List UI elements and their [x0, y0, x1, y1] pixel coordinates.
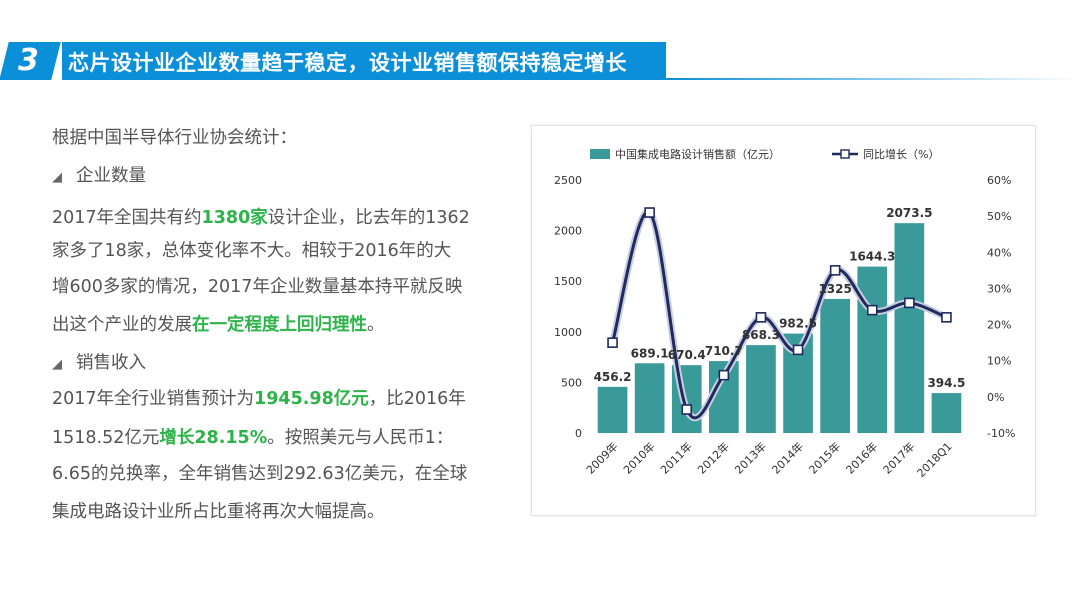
- text-span: 。按照美元与人民币1：: [267, 428, 454, 448]
- legend-label: 中国集成电路设计销售额（亿元）: [615, 147, 780, 161]
- line-point: [681, 404, 693, 415]
- paragraph-line: 1518.52亿元增长28.15%。按照美元与人民币1：: [52, 424, 453, 449]
- section-number: 3: [18, 43, 39, 78]
- y-left-tick-label: 500: [561, 376, 582, 389]
- y-right-tick-label: -10%: [987, 427, 1015, 440]
- text-span: 出这个产业的发展: [52, 315, 192, 335]
- x-tick-label: 2018Q1: [915, 440, 955, 480]
- paragraph-line: 家多了18家，总体变化率不大。相较于2016年的大: [52, 241, 452, 261]
- x-tick-label: 2013年: [732, 439, 769, 476]
- intro-line: 根据中国半导体行业协会统计：: [52, 128, 297, 148]
- bar-data-label: 394.5: [927, 376, 965, 390]
- bar-data-label: 982.5: [779, 317, 817, 331]
- bar-data-label: 2073.5: [886, 206, 932, 220]
- y-right-tick-label: 50%: [987, 210, 1011, 223]
- section-heading-companies: ◢ 企业数量: [52, 162, 146, 187]
- line-point: [607, 337, 618, 348]
- y-right-tick-label: 0%: [987, 391, 1004, 404]
- x-tick-label: 2011年: [657, 439, 694, 476]
- x-tick-label: 2016年: [843, 439, 880, 476]
- line-point: [718, 369, 730, 381]
- line-point: [829, 265, 841, 276]
- paragraph-line: 增600多家的情况，2017年企业数量基本持平就反映: [52, 277, 463, 297]
- sales-growth-chart: 0 500 1000 1500 2000 2500 -10% 0% 10% 20% 30% 40% 50…: [554, 147, 1015, 480]
- line-point: [792, 344, 804, 356]
- bar-data-label: 456.2: [594, 370, 632, 384]
- text-span: 设计企业，比去年的1362: [267, 208, 470, 228]
- highlight-text: 在一定程度上回归理性: [192, 315, 367, 335]
- y-left-tick-label: 2000: [554, 225, 582, 238]
- x-tick-label: 2009年: [583, 439, 620, 476]
- text-span: 2017年全行业销售预计为: [52, 389, 255, 409]
- bar-data-label: 689.1: [631, 346, 669, 360]
- heading-text: 销售收入: [76, 353, 146, 373]
- y-left-tick-label: 1500: [554, 275, 582, 288]
- paragraph-line: 6.65的兑换率，全年销售达到292.63亿美元，在全球: [52, 464, 468, 484]
- section-heading-sales: ◢ 销售收入: [52, 349, 146, 374]
- line-point: [644, 207, 655, 218]
- legend-label: 同比增长（%）: [863, 147, 939, 161]
- chart-card: 0 500 1000 1500 2000 2500 -10% 0% 10% 20% 30% 40% 50…: [531, 125, 1036, 516]
- x-tick-label: 2014年: [769, 439, 806, 476]
- bar: [597, 386, 628, 433]
- paragraph-line: 2017年全国共有约1380家设计企业，比去年的1362: [52, 204, 470, 229]
- title-underline: [666, 78, 1080, 80]
- y-left-tick-label: 0: [575, 427, 582, 440]
- heading-text: 企业数量: [76, 166, 146, 186]
- bar-data-label: 1644.3: [849, 250, 895, 264]
- y-left-tick-label: 1000: [554, 326, 582, 339]
- text-span: 。: [367, 315, 385, 335]
- bar: [894, 223, 925, 433]
- bar: [746, 345, 776, 433]
- paragraph-line: 集成电路设计业所占比重将再次大幅提高。: [52, 502, 385, 522]
- y-right-tick-label: 20%: [987, 319, 1011, 332]
- bar-data-label: 670.4: [668, 348, 706, 362]
- highlight-text: 1380家: [201, 208, 268, 228]
- y-right-tick-label: 10%: [987, 355, 1011, 368]
- triangle-bullet-icon: ◢: [52, 357, 62, 372]
- highlight-text: 1945.98亿元: [254, 389, 369, 409]
- line-point: [941, 312, 952, 323]
- title-background: [62, 42, 666, 80]
- line-point: [866, 304, 878, 316]
- title-bar: 3 芯片设计业企业数量趋于稳定，设计业销售额保持稳定增长: [0, 42, 1080, 80]
- y-right-tick-label: 40%: [987, 246, 1011, 259]
- line-point: [904, 297, 915, 309]
- bar: [931, 393, 962, 433]
- legend-bar-swatch: [590, 149, 610, 159]
- bar-data-label: 710.7: [705, 344, 743, 358]
- x-tick-label: 2015年: [806, 439, 843, 476]
- paragraph-line: 出这个产业的发展在一定程度上回归理性。: [52, 311, 385, 336]
- highlight-text: 增长28.15%: [159, 428, 268, 448]
- y-right-tick-label: 30%: [987, 282, 1011, 295]
- y-right-tick-label: 60%: [987, 174, 1011, 187]
- bar: [857, 266, 888, 433]
- text-span: 2017年全国共有约: [52, 208, 202, 228]
- bar: [634, 363, 665, 433]
- bar-data-label: 1325: [818, 282, 851, 296]
- triangle-bullet-icon: ◢: [52, 170, 62, 185]
- text-span: 1518.52亿元: [52, 428, 160, 448]
- legend-line-marker: [840, 149, 850, 159]
- x-tick-label: 2012年: [694, 439, 731, 476]
- page-title: 芯片设计业企业数量趋于稳定，设计业销售额保持稳定增长: [68, 51, 627, 75]
- bar-data-label: 868.3: [742, 328, 780, 342]
- bar: [820, 298, 850, 433]
- text-span: ，比2016年: [368, 389, 466, 409]
- y-left-tick-label: 2500: [554, 174, 582, 187]
- x-tick-label: 2017年: [880, 439, 917, 476]
- paragraph-line: 2017年全行业销售预计为1945.98亿元，比2016年: [52, 385, 466, 410]
- x-tick-label: 2010年: [620, 439, 657, 476]
- line-point: [755, 312, 767, 323]
